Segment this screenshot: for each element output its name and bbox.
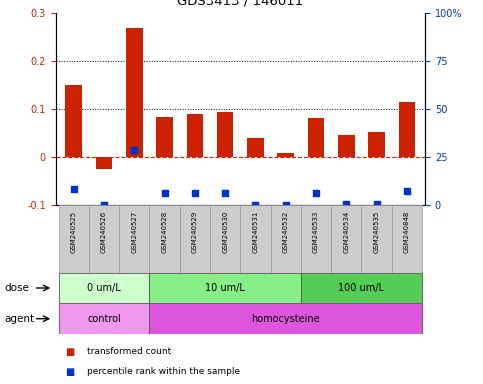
- Text: GSM240525: GSM240525: [71, 211, 77, 253]
- Bar: [277, 152, 294, 157]
- Point: [282, 202, 290, 209]
- Text: percentile rank within the sample: percentile rank within the sample: [87, 367, 240, 376]
- Text: ■: ■: [65, 346, 74, 357]
- Text: GSM240848: GSM240848: [404, 211, 410, 253]
- Text: GSM240527: GSM240527: [131, 211, 137, 253]
- Bar: [119, 205, 149, 273]
- Point: [373, 202, 381, 208]
- Text: GSM240526: GSM240526: [101, 211, 107, 253]
- Bar: [308, 118, 325, 157]
- Point: [252, 202, 259, 209]
- Point: [342, 202, 350, 208]
- Bar: [58, 205, 89, 273]
- Text: ■: ■: [65, 366, 74, 377]
- Bar: [241, 205, 270, 273]
- Bar: [186, 114, 203, 157]
- Text: GSM240532: GSM240532: [283, 211, 289, 253]
- Point: [312, 190, 320, 197]
- Bar: [338, 135, 355, 157]
- Bar: [149, 303, 422, 334]
- Bar: [126, 28, 142, 157]
- Text: 100 um/L: 100 um/L: [339, 283, 384, 293]
- Bar: [398, 102, 415, 157]
- Bar: [270, 205, 301, 273]
- Bar: [89, 205, 119, 273]
- Text: homocysteine: homocysteine: [252, 314, 320, 324]
- Bar: [331, 205, 361, 273]
- Text: control: control: [87, 314, 121, 324]
- Point: [130, 147, 138, 153]
- Point: [221, 190, 229, 197]
- Point: [161, 190, 169, 197]
- Bar: [96, 157, 113, 169]
- Bar: [217, 112, 233, 157]
- Bar: [368, 132, 385, 157]
- Text: GDS3413 / 146011: GDS3413 / 146011: [177, 0, 303, 8]
- Text: 0 um/L: 0 um/L: [87, 283, 121, 293]
- Bar: [58, 303, 149, 334]
- Bar: [361, 205, 392, 273]
- Text: 10 um/L: 10 um/L: [205, 283, 245, 293]
- Text: GSM240530: GSM240530: [222, 211, 228, 253]
- Text: transformed count: transformed count: [87, 347, 171, 356]
- Point: [191, 190, 199, 197]
- Point: [100, 202, 108, 209]
- Bar: [58, 273, 149, 303]
- Text: GSM240529: GSM240529: [192, 211, 198, 253]
- Bar: [247, 138, 264, 157]
- Bar: [65, 86, 82, 157]
- Text: GSM240533: GSM240533: [313, 211, 319, 253]
- Point: [403, 188, 411, 194]
- Text: GSM240528: GSM240528: [162, 211, 168, 253]
- Text: dose: dose: [5, 283, 30, 293]
- Text: GSM240531: GSM240531: [253, 211, 258, 253]
- Bar: [210, 205, 241, 273]
- Bar: [149, 205, 180, 273]
- Bar: [156, 117, 173, 157]
- Text: GSM240534: GSM240534: [343, 211, 349, 253]
- Text: GSM240535: GSM240535: [373, 211, 380, 253]
- Text: agent: agent: [5, 314, 35, 324]
- Bar: [149, 273, 301, 303]
- Bar: [180, 205, 210, 273]
- Bar: [392, 205, 422, 273]
- Bar: [301, 205, 331, 273]
- Bar: [301, 273, 422, 303]
- Point: [70, 185, 78, 192]
